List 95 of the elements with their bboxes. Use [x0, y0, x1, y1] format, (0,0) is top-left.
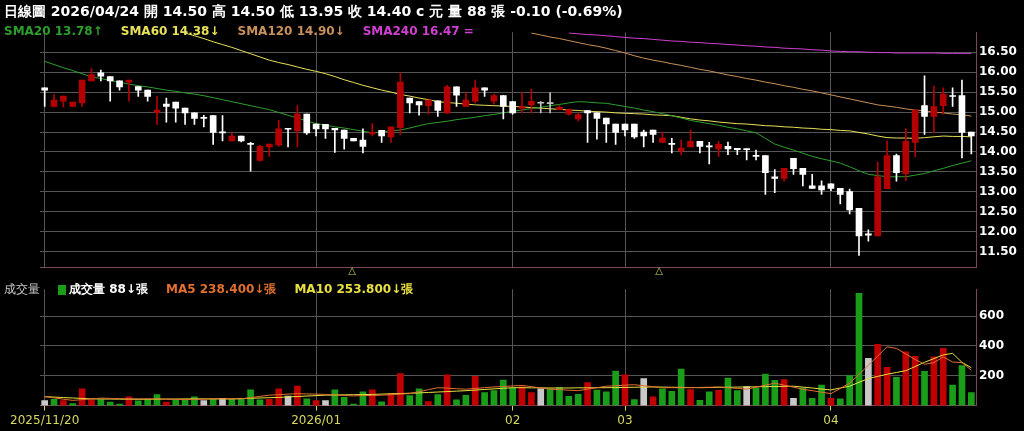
- y-tick-label: 15.50: [979, 84, 1017, 99]
- candlestick: [930, 85, 938, 134]
- legend-label: 成交量 88↓張: [69, 281, 148, 298]
- bar: [865, 357, 872, 406]
- bar: [612, 370, 619, 406]
- candlestick: [743, 148, 751, 161]
- bar: [134, 400, 142, 406]
- bar: [509, 387, 517, 406]
- bar: [902, 351, 910, 406]
- bar: [69, 403, 77, 406]
- bar: [574, 394, 582, 406]
- x-tick-label: 02: [505, 412, 521, 427]
- y-tick-label: 15.00: [979, 104, 1017, 119]
- bar: [949, 384, 956, 406]
- bar: [303, 398, 311, 406]
- series-label: SMA60 14.38↓: [120, 24, 220, 38]
- y-tick-label: 16.50: [979, 44, 1017, 59]
- annotation: △: [348, 265, 356, 276]
- bar: [893, 376, 900, 406]
- bar: [705, 391, 713, 406]
- candlestick: [284, 127, 292, 148]
- candlestick: [106, 76, 114, 102]
- candlestick: [41, 87, 49, 107]
- x-tick-label: 04: [823, 412, 839, 427]
- bar: [584, 382, 591, 406]
- candlestick: [705, 142, 713, 165]
- candlestick: [415, 101, 423, 116]
- y-tick-label: 12.50: [979, 204, 1017, 219]
- bar: [41, 400, 49, 406]
- y-tick-label: 13.50: [979, 164, 1017, 179]
- candlestick: [724, 141, 732, 156]
- bar: [733, 390, 741, 406]
- bar: [846, 375, 853, 406]
- bar: [921, 370, 928, 406]
- bar: [668, 390, 676, 406]
- candlestick: [153, 96, 161, 125]
- candlestick: [640, 129, 648, 148]
- candlestick: [808, 174, 816, 189]
- chart-title: 日線圖 2026/04/24 開 14.50 高 14.50 低 13.95 收 14.40 c 元 量 88 張 -0.10 (-0.69%): [4, 2, 623, 21]
- y-tick-label: 14.00: [979, 144, 1017, 159]
- bar: [397, 373, 404, 406]
- y-tick-label: 600: [979, 308, 1005, 323]
- bar: [602, 391, 610, 406]
- bar: [322, 400, 329, 406]
- candlestick: [537, 101, 545, 114]
- bar: [537, 388, 545, 406]
- bar: [200, 400, 208, 406]
- candlestick: [602, 117, 610, 143]
- bar: [60, 400, 67, 406]
- bar: [659, 388, 666, 406]
- bar: [790, 397, 797, 406]
- bar: [808, 397, 816, 406]
- bar: [967, 392, 975, 406]
- bar: [481, 392, 488, 406]
- y-tick-label: 11.50: [979, 243, 1017, 258]
- x-tick-label: 2026/01: [291, 412, 342, 427]
- y-tick-label: 14.50: [979, 124, 1017, 139]
- bar: [340, 397, 348, 406]
- x-tick-label: 2025/11/20: [10, 412, 80, 427]
- text: MA5 238.400↓張: [165, 281, 277, 298]
- text: SMA240 16.47 =: [362, 24, 474, 38]
- y-tick-label: 13.00: [979, 184, 1017, 199]
- bar: [939, 348, 947, 406]
- y-tick-label: 400: [979, 338, 1005, 353]
- bar: [771, 379, 779, 406]
- bar: [434, 394, 442, 406]
- bar: [499, 379, 507, 406]
- y-tick-label: 200: [979, 367, 1005, 382]
- candlestick: [546, 92, 554, 114]
- candlestick: [518, 92, 526, 114]
- candlestick: [668, 138, 676, 154]
- bar: [406, 395, 414, 406]
- text: MA10 253.800↓張: [294, 281, 414, 298]
- candlestick: [967, 131, 975, 155]
- y-tick-label: 16.00: [979, 64, 1017, 79]
- bar: [471, 376, 479, 406]
- bar: [715, 390, 722, 406]
- bar: [294, 385, 301, 406]
- text: SMA120 14.90↓: [237, 24, 345, 38]
- candlestick: [200, 114, 208, 128]
- x-tick-label: 03: [617, 412, 633, 427]
- bar: [631, 399, 638, 406]
- bar: [425, 401, 432, 406]
- bar: [687, 389, 694, 406]
- text: SMA20 13.78↑: [4, 24, 103, 38]
- candlestick: [771, 169, 779, 194]
- candlestick: [368, 123, 376, 137]
- bar: [528, 392, 535, 406]
- y-tick-label: 12.00: [979, 223, 1017, 238]
- bar: [762, 373, 769, 406]
- bar: [265, 399, 273, 406]
- annotation: △: [655, 265, 664, 276]
- candlestick: [265, 143, 273, 157]
- chart-title: 成交量: [4, 281, 40, 298]
- bar: [874, 343, 882, 406]
